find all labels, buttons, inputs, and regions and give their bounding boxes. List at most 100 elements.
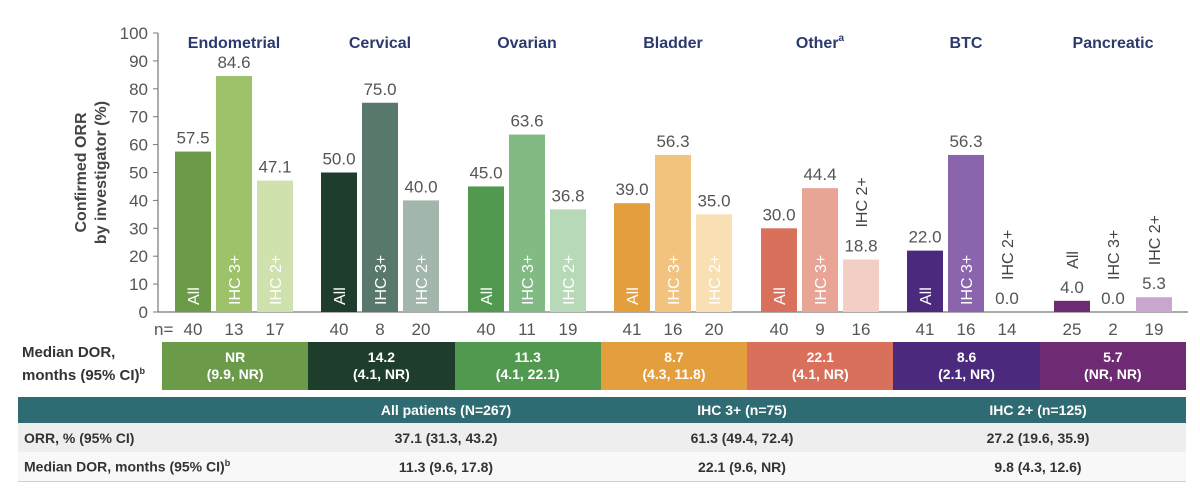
bar (907, 250, 943, 312)
y-tick-label: 80 (129, 80, 148, 99)
dor-cell-ovarian: 11.3 (4.1, 22.1) (454, 342, 601, 390)
bar-value-label: 57.5 (176, 129, 209, 148)
bar-n-label: 40 (330, 320, 349, 339)
bar-n-label: 14 (998, 320, 1017, 339)
n-prefix-label: n= (154, 320, 173, 339)
bar-n-label: 41 (916, 320, 935, 339)
median-dor-row: NR (9.9, NR) 14.2 (4.1, NR) 11.3 (4.1, 22.1… (162, 342, 1186, 390)
y-tick-label: 70 (129, 108, 148, 127)
bar-category-label: IHC 2+ (268, 255, 285, 305)
group-title: Othera (796, 33, 845, 52)
bar-value-label: 56.3 (949, 132, 982, 151)
bar-value-label: 36.8 (551, 186, 584, 205)
bar-value-label: 50.0 (322, 150, 355, 169)
bar-category-label: All (186, 287, 203, 305)
bar-value-label: 39.0 (615, 180, 648, 199)
bar-value-label: 18.8 (844, 237, 877, 256)
bar-category-label: IHC 2+ (414, 255, 431, 305)
summary-orr-all: 37.1 (31.3, 43.2) (298, 423, 594, 452)
bar-value-label: 44.4 (803, 165, 836, 184)
y-tick-label: 0 (139, 303, 148, 322)
bar-category-label: IHC 2+ (1147, 215, 1164, 265)
bar (843, 259, 879, 312)
bar-category-label: IHC 2+ (707, 255, 724, 305)
bar-n-label: 41 (623, 320, 642, 339)
bar (362, 102, 398, 312)
bar (696, 214, 732, 312)
dor-cell-bladder: 8.7 (4.3, 11.8) (600, 342, 748, 390)
bar-n-label: 16 (664, 320, 683, 339)
summary-header-ihc2: IHC 2+ (n=125) (890, 397, 1186, 423)
dor-cell-btc: 8.6 (2.1, NR) (893, 342, 1040, 390)
bar-category-label: IHC 3+ (1106, 230, 1123, 280)
bar-category-label: All (332, 287, 349, 305)
bar-n-label: 16 (852, 320, 871, 339)
group-title: Cervical (349, 35, 411, 52)
bar-value-label: 45.0 (469, 163, 502, 182)
bar-category-label: IHC 3+ (666, 255, 683, 305)
bar-n-label: 25 (1063, 320, 1082, 339)
bar (761, 228, 797, 312)
group-title: Bladder (643, 35, 703, 52)
bar-n-label: 20 (705, 320, 724, 339)
bar-value-label: 35.0 (697, 191, 730, 210)
group-title: BTC (950, 35, 983, 52)
bar-category-label: IHC 3+ (227, 255, 244, 305)
summary-orr-ihc3: 61.3 (49.4, 72.4) (594, 423, 890, 452)
bar-value-label: 56.3 (656, 132, 689, 151)
bar (321, 172, 357, 312)
y-tick-label: 100 (120, 24, 148, 43)
bar (550, 209, 586, 312)
bar-n-label: 40 (184, 320, 203, 339)
bar-value-label: 22.0 (908, 228, 941, 247)
bar-n-label: 9 (815, 320, 824, 339)
bar-value-label: 40.0 (404, 177, 437, 196)
bar-value-label: 0.0 (995, 289, 1019, 308)
bar (216, 75, 252, 312)
summary-orr-ihc2: 27.2 (19.6, 35.9) (890, 423, 1186, 452)
summary-header-ihc3: IHC 3+ (n=75) (594, 397, 890, 423)
orr-bar-chart: 0 10 20 30 40 50 60 70 80 90 100 Confirmed ORR by in… (73, 24, 1188, 339)
bar-value-label: 84.6 (217, 53, 250, 72)
bar-category-label: All (1065, 251, 1082, 269)
summary-dor-all: 11.3 (9.6, 17.8) (298, 452, 594, 482)
bar-n-label: 16 (957, 320, 976, 339)
bar-category-label: IHC 3+ (959, 255, 976, 305)
y-tick-label: 10 (129, 275, 148, 294)
bar (175, 151, 211, 312)
summary-dor-label: Median DOR, months (95% CI)b (18, 452, 298, 482)
dor-cell-endometrial: NR (9.9, NR) (162, 342, 309, 390)
summary-header-all: All patients (N=267) (298, 397, 594, 423)
bar-category-label: All (479, 287, 496, 305)
median-dor-label: Median DOR, months (95% CI)b (22, 344, 146, 384)
dor-cell-cervical: 14.2 (4.1, NR) (308, 342, 455, 390)
bar-n-label: 40 (477, 320, 496, 339)
bar-category-label: IHC 2+ (854, 177, 871, 227)
summary-orr-label: ORR, % (95% CI) (18, 423, 298, 452)
summary-dor-ihc3: 22.1 (9.6, NR) (594, 452, 890, 482)
bar-n-label: 2 (1108, 320, 1117, 339)
y-tick-label: 20 (129, 247, 148, 266)
y-tick-label: 50 (129, 164, 148, 183)
bar (948, 154, 984, 312)
summary-dor-row: Median DOR, months (95% CI)b 11.3 (9.6, … (18, 452, 1186, 482)
bar-n-label: 8 (375, 320, 384, 339)
bar-n-label: 20 (412, 320, 431, 339)
bar-value-label: 30.0 (762, 205, 795, 224)
bar (468, 186, 504, 312)
summary-table: All patients (N=267) IHC 3+ (n=75) IHC 2… (18, 397, 1186, 482)
summary-header-row: All patients (N=267) IHC 3+ (n=75) IHC 2… (18, 397, 1186, 423)
bar-value-label: 75.0 (363, 80, 396, 99)
bar-value-label: 5.3 (1142, 274, 1166, 293)
bar-category-label: All (772, 287, 789, 305)
bar-category-label: All (625, 287, 642, 305)
bar (655, 154, 691, 312)
y-tick-label: 30 (129, 219, 148, 238)
bar (403, 200, 439, 312)
bar-n-label: 19 (559, 320, 578, 339)
bar (1136, 297, 1172, 312)
dor-cell-pancreatic: 5.7 (NR, NR) (1039, 342, 1186, 390)
y-tick-label: 60 (129, 136, 148, 155)
bar-value-label: 0.0 (1101, 289, 1125, 308)
bar-value-label: 63.6 (510, 112, 543, 131)
